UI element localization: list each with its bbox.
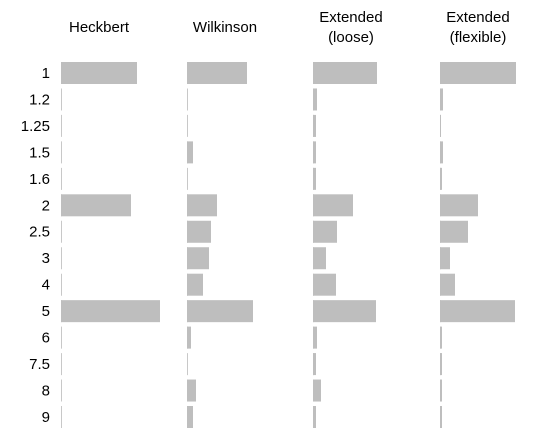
bar <box>187 273 203 296</box>
bar <box>313 273 336 296</box>
bar <box>187 247 209 270</box>
bar <box>313 353 316 376</box>
bar <box>313 300 376 323</box>
category-label: 3 <box>42 250 50 267</box>
panel-title: Extended (flexible) <box>446 9 510 46</box>
category-label: 1.6 <box>29 171 50 188</box>
category-label: 1.25 <box>21 118 50 135</box>
category-label: 2.5 <box>29 224 50 241</box>
bar <box>313 194 353 217</box>
bar <box>440 167 442 190</box>
category-label: 1 <box>42 65 50 82</box>
category-label: 9 <box>42 409 50 426</box>
bar <box>313 406 316 428</box>
bar <box>440 141 443 164</box>
bar <box>313 247 326 270</box>
category-label: 7.5 <box>29 356 50 373</box>
category-label: 4 <box>42 277 50 294</box>
bar <box>61 194 131 217</box>
bar <box>440 220 468 243</box>
bar <box>187 62 247 84</box>
bar <box>440 273 455 296</box>
bar <box>313 220 337 243</box>
bar <box>187 194 217 217</box>
bar <box>313 379 321 402</box>
bar <box>440 194 478 217</box>
category-label: 5 <box>42 303 50 320</box>
bar <box>187 300 253 323</box>
panel-title: Extended (loose) <box>319 9 383 46</box>
panel-title: Wilkinson <box>192 19 258 36</box>
category-label: 1.5 <box>29 144 50 161</box>
bar <box>440 62 516 84</box>
bar <box>187 406 193 428</box>
bar <box>187 379 196 402</box>
category-label: 2 <box>42 197 50 214</box>
category-label: 8 <box>42 383 50 400</box>
panel-title: Heckbert <box>68 19 130 36</box>
bar <box>187 141 193 164</box>
bar <box>313 326 317 349</box>
bar <box>187 326 191 349</box>
bar <box>440 406 442 428</box>
bar <box>440 247 450 270</box>
bar <box>61 62 137 84</box>
bar <box>61 300 160 323</box>
bar <box>313 141 316 164</box>
bar <box>440 353 442 376</box>
bar <box>440 379 442 402</box>
bar <box>313 167 316 190</box>
category-label: 6 <box>42 330 50 347</box>
bar <box>440 300 515 323</box>
category-label: 1.2 <box>29 91 50 108</box>
bar <box>440 114 441 137</box>
bar <box>187 220 211 243</box>
bar <box>440 326 442 349</box>
bar <box>313 114 316 137</box>
bar <box>440 88 443 111</box>
bar <box>313 62 377 84</box>
bar <box>313 88 317 111</box>
